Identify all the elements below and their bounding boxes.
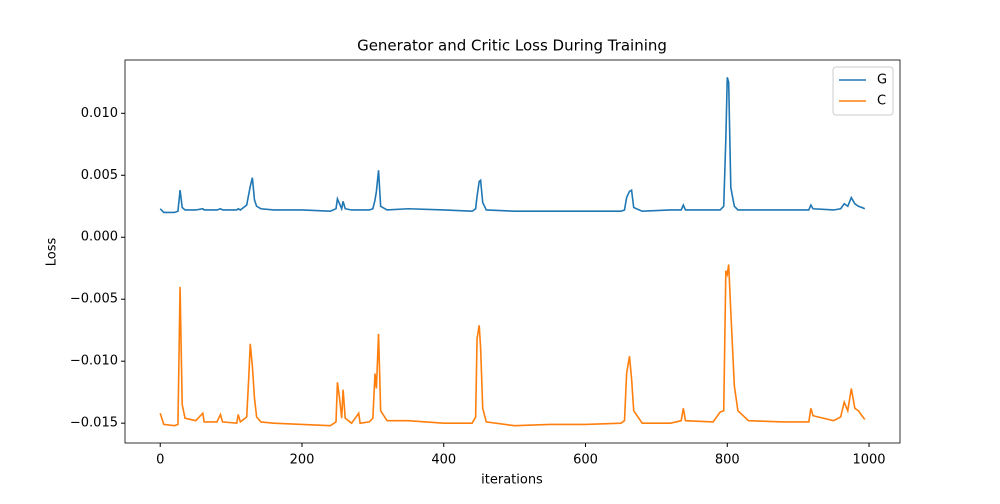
y-axis-label: Loss [45, 238, 60, 267]
x-tick-label: 0 [156, 453, 164, 468]
legend-label: G [877, 73, 887, 88]
y-tick-label: 0.010 [81, 106, 118, 121]
chart-title: Generator and Critic Loss During Trainin… [357, 37, 667, 55]
x-tick-label: 600 [573, 453, 598, 468]
y-tick-label: −0.010 [70, 354, 118, 369]
series-line [159, 264, 866, 427]
series-line [159, 77, 866, 214]
legend-label: C [877, 94, 886, 109]
y-tick-label: −0.015 [70, 416, 118, 431]
y-tick-label: 0.000 [81, 230, 118, 245]
x-tick-label: 1000 [852, 453, 885, 468]
x-tick-label: 200 [290, 453, 315, 468]
x-tick-label: 800 [715, 453, 740, 468]
legend-box [832, 66, 894, 116]
x-tick-label: 400 [431, 453, 456, 468]
y-tick-label: 0.005 [81, 168, 118, 183]
y-tick-label: −0.005 [70, 292, 118, 307]
plot-frame [124, 59, 901, 444]
x-axis-label: iterations [481, 473, 543, 488]
